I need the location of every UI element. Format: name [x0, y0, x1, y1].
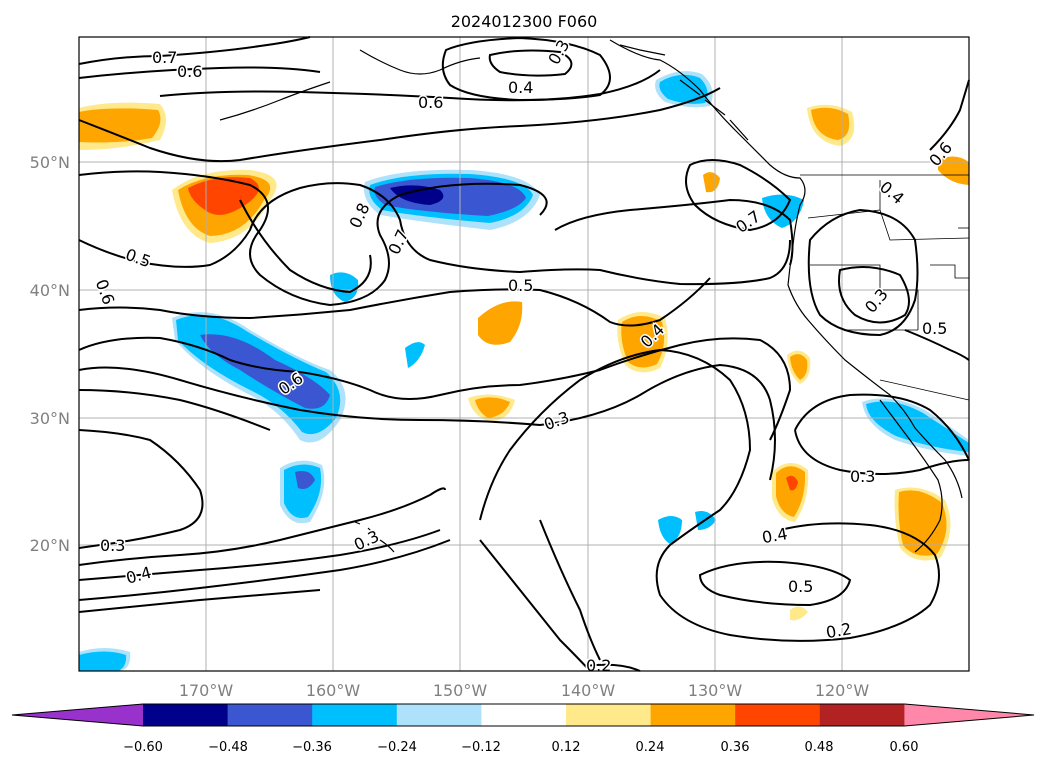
colorbar-swatch	[481, 704, 567, 726]
colorbar-tick-labels: −0.60 −0.48 −0.36 −0.24 −0.12 0.12 0.24 …	[123, 740, 918, 755]
colorbar-outline	[11, 703, 1035, 727]
colorbar-tick-label: 0.60	[890, 740, 919, 755]
contour-label: 0.3	[850, 467, 875, 486]
colorbar-extend-max	[904, 704, 1034, 726]
colorbar-swatch	[143, 704, 229, 726]
lon-label: 140°W	[561, 681, 616, 700]
colorbar-swatch	[312, 704, 398, 726]
colorbar-swatch	[396, 704, 482, 726]
lon-label: 160°W	[306, 681, 361, 700]
colorbar-swatch	[819, 704, 905, 726]
colorbar-tick-label: 0.36	[721, 740, 750, 755]
shaded-anomalies	[79, 71, 969, 671]
contour-label: 0.4	[508, 78, 533, 97]
colorbar-tick-label: −0.24	[377, 740, 417, 755]
contour-label: 0.5	[922, 319, 947, 338]
colorbar-tick-label: −0.12	[461, 740, 501, 755]
lon-label: 170°W	[179, 681, 234, 700]
contour-label: 0.5	[508, 276, 533, 295]
lon-label: 150°W	[433, 681, 488, 700]
contour-label: 0.3	[100, 536, 125, 555]
map-title: 2024012300 F060	[451, 12, 598, 31]
colorbar-tick-label: −0.48	[208, 740, 248, 755]
contour-lines	[78, 36, 970, 672]
lat-label: 40°N	[30, 281, 70, 300]
colorbar-tick-label: 0.24	[636, 740, 665, 755]
colorbar-tick-label: 0.48	[805, 740, 834, 755]
colorbar-tick-label: −0.36	[292, 740, 332, 755]
colorbar-extend-min	[12, 704, 143, 726]
contour-label: 0.6	[177, 62, 202, 81]
lat-label: 30°N	[30, 409, 70, 428]
colorbar-swatch	[566, 704, 652, 726]
map-area: 0.7 0.6 0.6 0.4 0.3 0.6 0.4 0.8 0.7 0.5 …	[78, 35, 970, 677]
longitude-labels: 170°W 160°W 150°W 140°W 130°W 120°W	[179, 681, 870, 700]
lon-label: 120°W	[815, 681, 870, 700]
colorbar-tick-label: 0.12	[552, 740, 581, 755]
contour-label: 0.5	[788, 577, 813, 596]
contour-label: 0.2	[586, 656, 611, 675]
colorbar-swatches	[11, 703, 1035, 727]
latitude-labels: 50°N 40°N 30°N 20°N	[30, 153, 70, 555]
map-frame	[78, 36, 970, 672]
contour-label: 0.7	[152, 48, 177, 67]
colorbar-swatch	[650, 704, 736, 726]
colorbar-swatch	[227, 704, 313, 726]
contour-label: 0.6	[418, 93, 443, 112]
colorbar: −0.60 −0.48 −0.36 −0.24 −0.12 0.12 0.24 …	[11, 703, 1035, 755]
colorbar-tick-label: −0.60	[123, 740, 163, 755]
lat-label: 50°N	[30, 153, 70, 172]
lon-label: 130°W	[688, 681, 743, 700]
colorbar-swatch	[735, 704, 821, 726]
lat-label: 20°N	[30, 536, 70, 555]
